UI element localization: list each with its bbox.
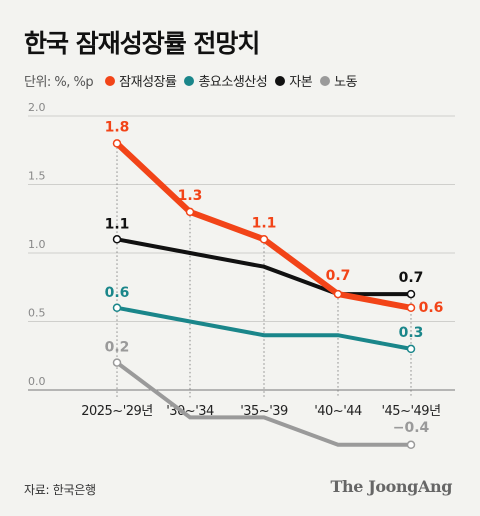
y-tick-label: 1.5 xyxy=(28,170,46,183)
legend-swatch-labor xyxy=(320,75,331,86)
y-tick-label: 0.5 xyxy=(28,307,46,320)
data-label: 0.7 xyxy=(326,268,351,284)
chart-title: 한국 잠재성장률 전망치 xyxy=(24,29,260,58)
data-point xyxy=(112,358,122,367)
data-label: 0.7 xyxy=(399,270,424,286)
data-point xyxy=(185,207,195,217)
data-label: 1.1 xyxy=(105,216,130,232)
legend: 단위: %, %p 잠재성장률 총요소생산성 자본 노동 xyxy=(24,71,358,90)
x-tick-label: 2025~'29년 xyxy=(81,404,153,419)
data-point xyxy=(406,303,416,313)
series-line xyxy=(116,305,412,351)
legend-label-tfp: 총요소생산성 xyxy=(198,75,268,90)
legend-label-labor: 노동 xyxy=(334,75,358,90)
x-tick-label: '35~'39 xyxy=(240,404,288,419)
publisher-logo: The JoongAng xyxy=(330,477,453,496)
legend-swatch-capital xyxy=(275,75,286,86)
data-point xyxy=(406,440,416,450)
y-tick-label: 1.0 xyxy=(28,238,46,251)
data-label: 0.6 xyxy=(419,300,444,316)
data-label: 1.8 xyxy=(105,119,130,135)
x-tick-label: '45~'49년 xyxy=(381,404,440,419)
data-point xyxy=(259,235,269,244)
y-tick-label: 0.0 xyxy=(28,375,46,388)
y-tick-label: 2.0 xyxy=(28,101,46,114)
data-label: 0.6 xyxy=(105,285,130,301)
source-note: 자료: 한국은행 xyxy=(24,483,96,497)
legend-item-capital: 자본 xyxy=(275,71,313,90)
data-label: 1.3 xyxy=(178,188,203,204)
x-tick-label: '40~'44 xyxy=(314,404,362,419)
series-line xyxy=(116,237,411,297)
legend-item-potential-growth: 잠재성장률 xyxy=(105,71,177,90)
data-point xyxy=(406,344,416,354)
data-point xyxy=(112,303,122,313)
data-label: 0.3 xyxy=(399,325,424,341)
data-label: 1.1 xyxy=(252,215,277,231)
legend-swatch-potential-growth xyxy=(105,75,116,86)
legend-label-potential-growth: 잠재성장률 xyxy=(119,75,177,90)
legend-label-capital: 자본 xyxy=(289,75,313,90)
data-label: −0.4 xyxy=(393,420,430,436)
data-point xyxy=(406,289,416,299)
data-point xyxy=(333,289,343,299)
unit-label: 단위: %, %p xyxy=(24,75,94,90)
legend-item-tfp: 총요소생산성 xyxy=(184,71,268,90)
legend-item-labor: 노동 xyxy=(320,71,358,90)
data-label: 0.2 xyxy=(105,340,130,356)
data-point xyxy=(112,235,122,244)
data-point xyxy=(112,139,122,148)
legend-swatch-tfp xyxy=(184,75,195,86)
series-line xyxy=(115,361,411,447)
